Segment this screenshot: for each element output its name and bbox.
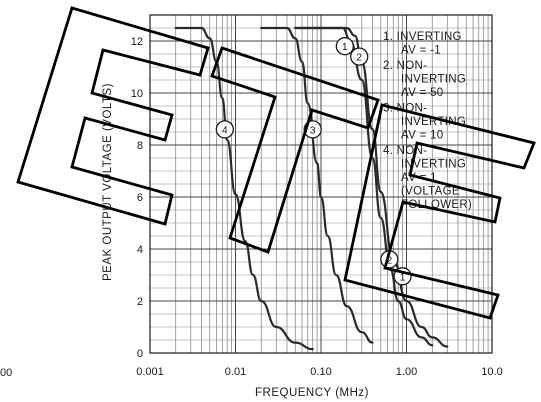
y-axis-title: PEAK OUTPUT VOLTAGE (VOLTS) [102, 83, 114, 281]
series-line-3 [260, 26, 374, 344]
series-marker-number: 1 [342, 41, 348, 53]
legend-entry-line: INVERTING [401, 159, 466, 171]
y-tick-label: 8 [137, 140, 143, 152]
series-line-4 [174, 26, 314, 351]
legend-entry-line: FOLLOWER) [401, 199, 472, 211]
series-marker-1: 1 [335, 37, 354, 56]
y-tick-label: 10 [131, 88, 143, 100]
legend-entry-line: AV = -1 [401, 45, 441, 57]
legend-entry-line: AV = 50 [401, 87, 444, 99]
series-marker-number: 1 [400, 271, 406, 283]
y-tick-label: 6 [137, 192, 143, 204]
series-marker-circle [215, 120, 234, 139]
legend-entry-line: INVERTING [401, 74, 466, 86]
overlay-letter-t [210, 46, 380, 254]
legend-entry-3: 3. NON-INVERTING AV = 10 [383, 103, 466, 142]
legend-entry-title: 3. NON- [383, 103, 427, 115]
x-tick-label: 1.00 [396, 366, 417, 378]
overlay-letter-e-left [16, 6, 210, 226]
y-tick-label: 4 [137, 244, 143, 256]
cropped-tick-fragment: 00 [0, 367, 12, 379]
legend-entry-line: INVERTING [401, 116, 466, 128]
plot-frame [149, 14, 493, 354]
x-axis-title: FREQUENCY (MHz) [255, 387, 369, 399]
y-tick-label: 0 [137, 348, 143, 360]
series-marker-number: 2 [356, 52, 362, 64]
series-marker-number: 3 [310, 124, 316, 136]
series-line-1 [294, 26, 449, 348]
series-marker-circle [350, 47, 369, 66]
legend-entry-1: 1. INVERTING AV = -1 [383, 31, 462, 57]
x-tick-labels: 0.001 0.01 0.10 1.00 10.0 [136, 366, 502, 378]
x-tick-label: 10.0 [481, 366, 502, 378]
y-tick-label: 2 [137, 296, 143, 308]
legend-entry-line: (VOLTAGE [401, 186, 460, 198]
legend-entry-line: AV = 10 [401, 130, 444, 142]
y-tick-labels: 0 2 4 6 8 10 12 [131, 36, 143, 360]
legend-entry-title: 1. INVERTING [383, 31, 462, 43]
series-marker-circle [335, 37, 354, 56]
legend-entry-title: 2. NON- [383, 60, 427, 72]
series-marker-2: 2 [350, 47, 369, 66]
overlay-logo [16, 6, 536, 320]
overlay-letter-e-right [343, 103, 536, 320]
x-tick-label: 0.01 [225, 366, 246, 378]
series-marker-number: 2 [386, 254, 392, 266]
series-marker-number: 4 [222, 124, 228, 136]
y-tick-label: 12 [131, 36, 143, 48]
legend-entry-title: 4. NON- [383, 145, 427, 157]
x-tick-label: 0.10 [310, 366, 331, 378]
x-tick-label: 0.001 [136, 366, 164, 378]
series-marker-4: 4 [215, 120, 234, 139]
